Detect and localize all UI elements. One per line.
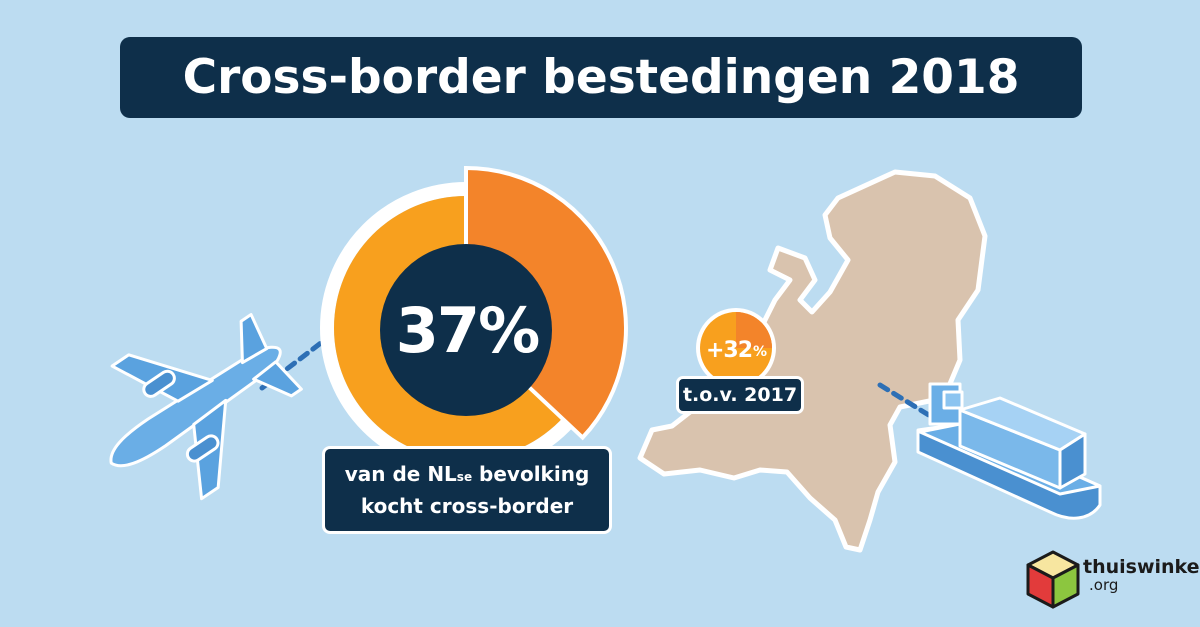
logo-name: thuiswinkel	[1083, 556, 1200, 578]
page-title: Cross-border bestedingen 2018	[182, 50, 1020, 105]
growth-number: +32	[705, 337, 753, 363]
netherlands-map-icon	[637, 169, 988, 553]
growth-value-label: +32%	[698, 325, 774, 375]
container-ship-icon	[916, 382, 1102, 520]
title-banner: Cross-border bestedingen 2018	[120, 37, 1082, 118]
thuiswinkel-logo: thuiswinkel .org	[1083, 556, 1200, 595]
share-donut-chart	[320, 165, 628, 474]
logo-domain: .org	[1089, 576, 1119, 594]
share-caption: van de NLse bevolking kocht cross-border	[322, 446, 612, 534]
share-caption-line2: kocht cross-border	[360, 493, 574, 518]
caption-suffix: bevolking	[472, 461, 590, 486]
share-percent-label: 37%	[395, 293, 540, 367]
growth-percent-sign: %	[753, 344, 767, 360]
growth-badge	[696, 308, 776, 388]
airplane-icon	[109, 313, 303, 501]
growth-comparison-label: t.o.v. 2017	[676, 376, 804, 414]
donut-center	[380, 244, 552, 416]
caption-prefix: van de NL	[344, 461, 457, 486]
share-caption-line1: van de NLse bevolking	[345, 460, 590, 492]
thuiswinkel-cube-logo-icon	[1026, 550, 1080, 609]
caption-subscript: se	[456, 469, 473, 484]
